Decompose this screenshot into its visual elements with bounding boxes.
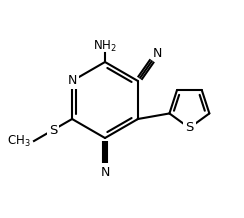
Text: N: N [67, 75, 77, 87]
Text: S: S [49, 124, 57, 136]
Text: N: N [153, 47, 162, 60]
Text: S: S [185, 121, 193, 135]
Text: N: N [100, 167, 110, 179]
Text: CH$_3$: CH$_3$ [7, 133, 31, 148]
Text: NH$_2$: NH$_2$ [93, 38, 117, 54]
